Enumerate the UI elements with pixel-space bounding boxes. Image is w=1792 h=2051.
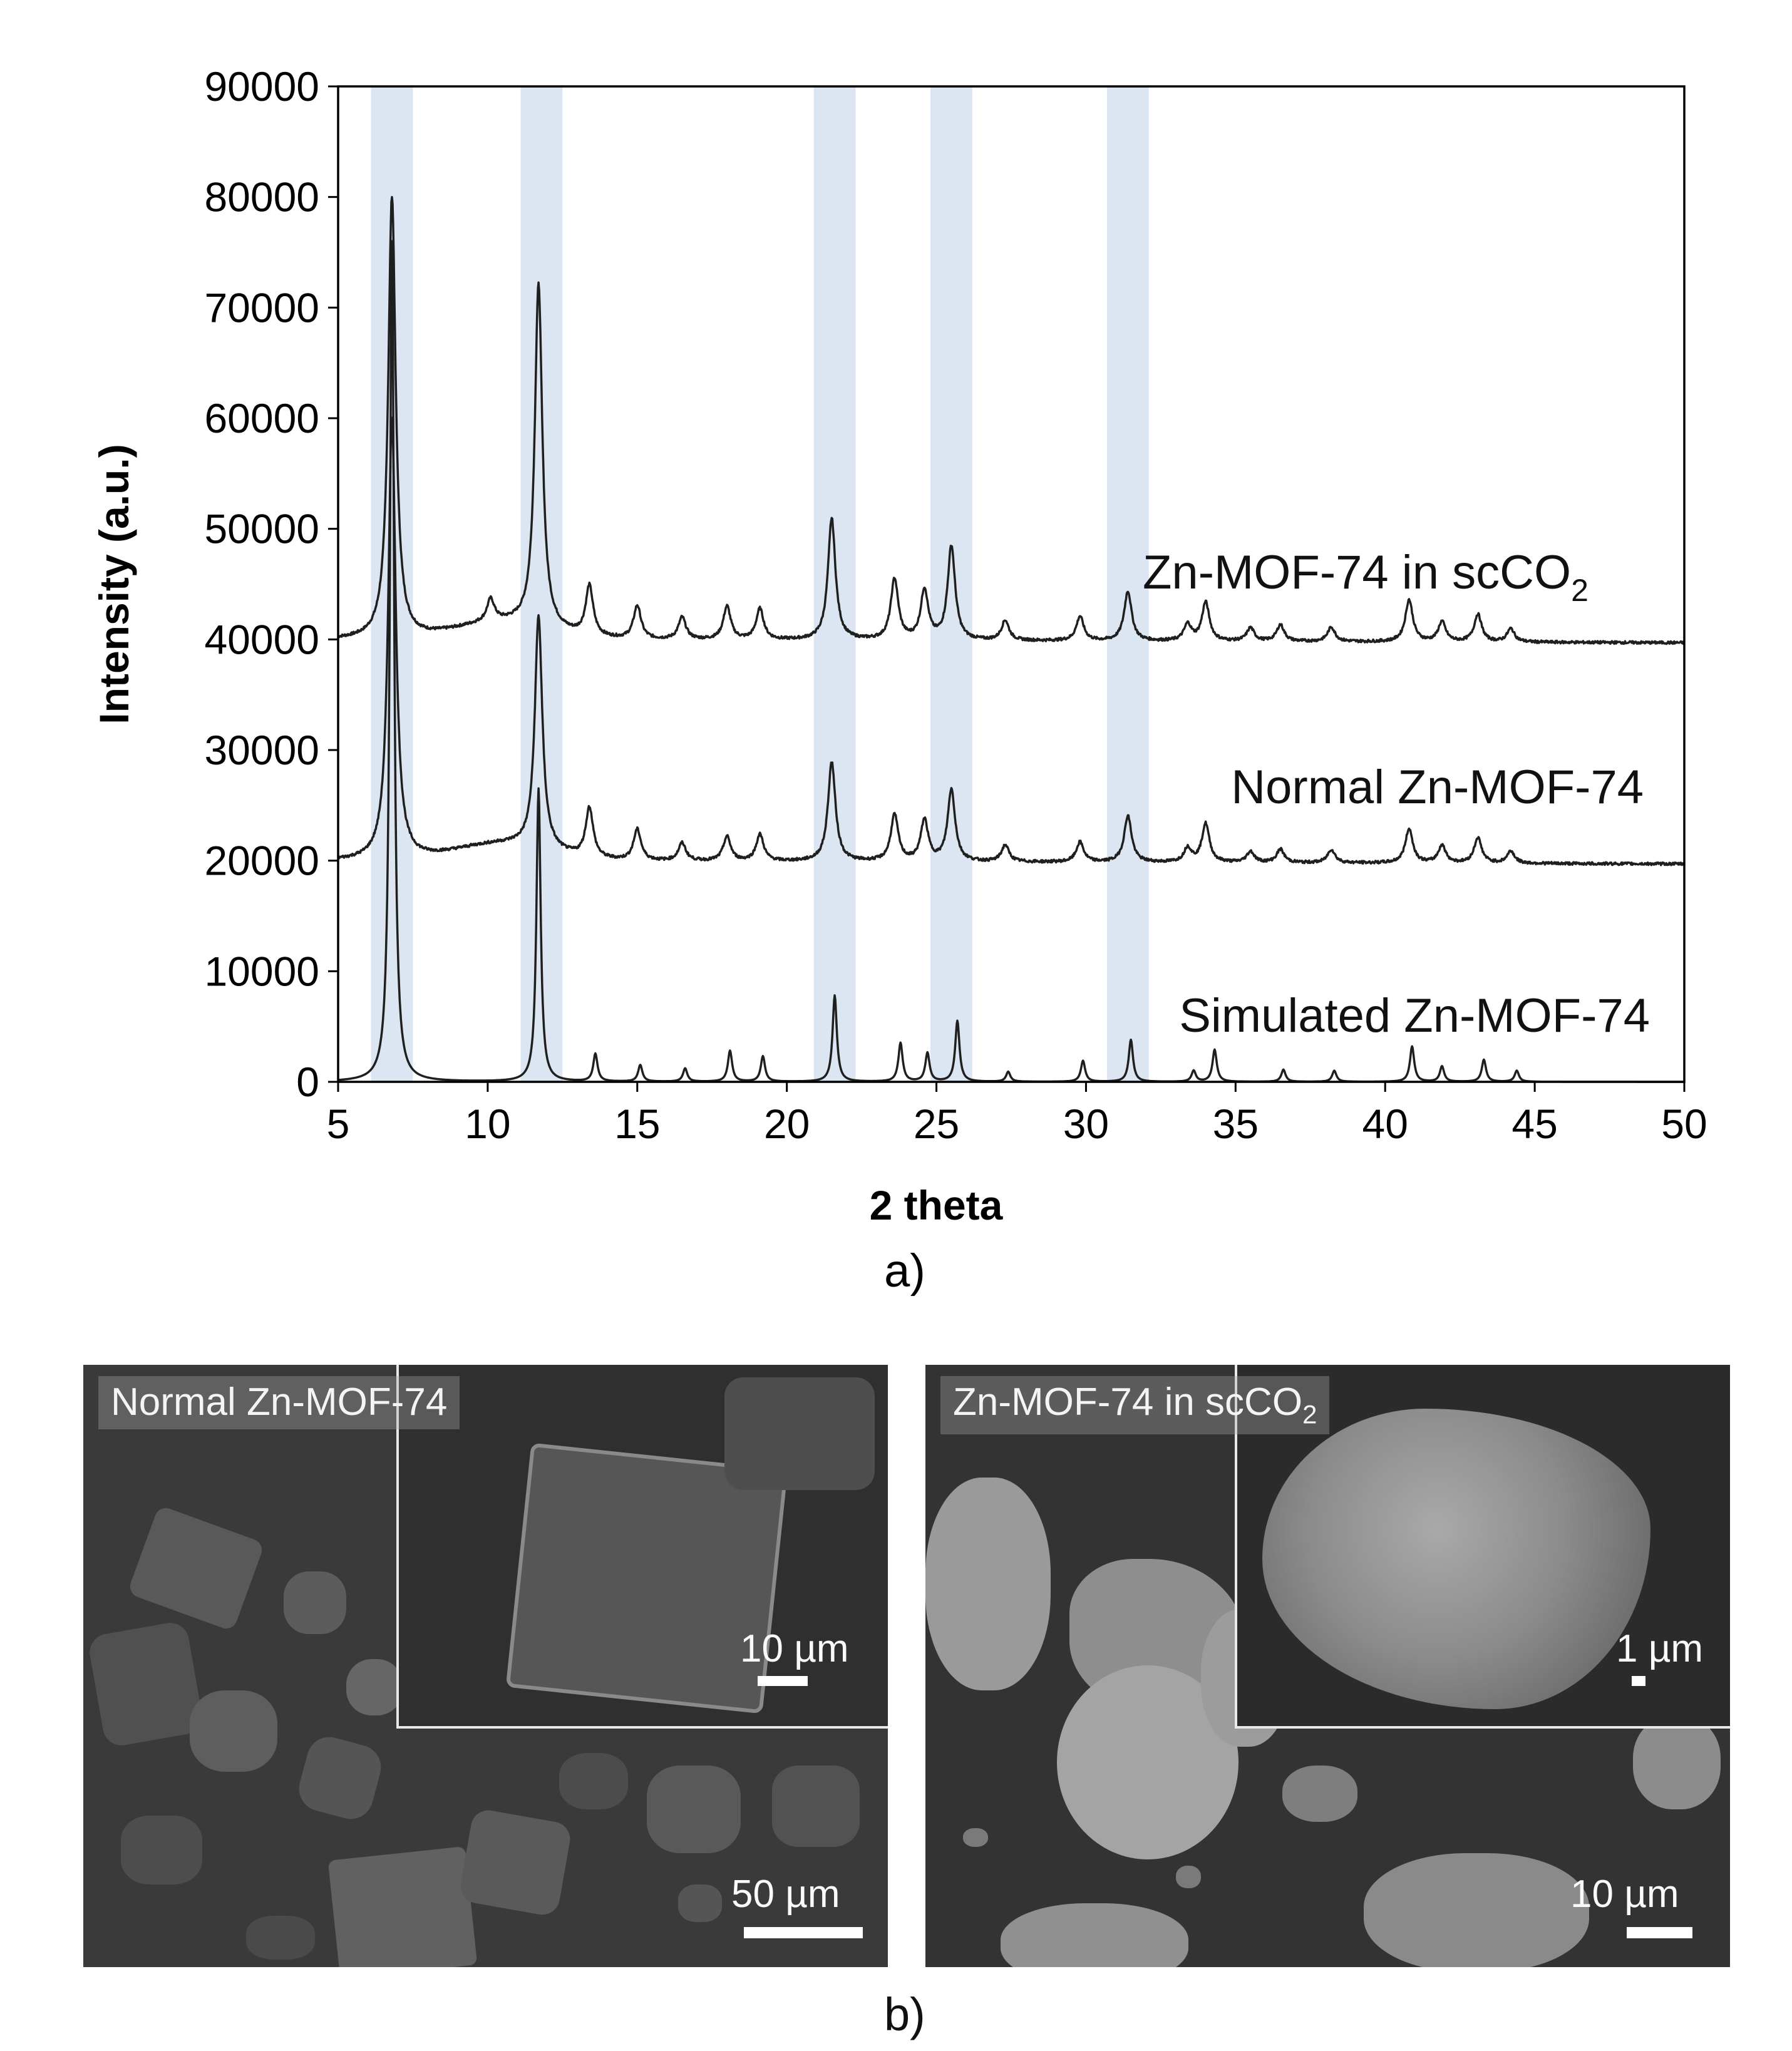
y-tick-label-60000: 60000 [204, 395, 319, 441]
y-tick-label-90000: 90000 [204, 63, 319, 110]
y-tick-label-80000: 80000 [204, 174, 319, 220]
sem-particle-normal-8 [559, 1753, 628, 1809]
y-tick-label-20000: 20000 [204, 838, 319, 884]
inset-crystal-normal-2 [724, 1377, 875, 1490]
highlight-band-2 [813, 86, 856, 1082]
x-tick-label-15: 15 [614, 1101, 660, 1147]
y-tick-label-70000: 70000 [204, 284, 319, 331]
sem-particle-scco2-6 [1001, 1903, 1188, 1967]
y-tick-label-50000: 50000 [204, 506, 319, 552]
inset-scale-label-scco2: 1 µm [1616, 1627, 1704, 1670]
sem-particle-normal-0 [126, 1504, 265, 1632]
inset-scale-bar-scco2 [1632, 1676, 1645, 1686]
inset-scale-bar-normal [758, 1676, 808, 1686]
x-tick-label-50: 50 [1661, 1101, 1707, 1147]
sem-particle-normal-2 [190, 1690, 277, 1772]
sem-particle-normal-1 [86, 1620, 205, 1749]
plot-frame [337, 85, 1686, 1083]
x-tick-label-30: 30 [1063, 1101, 1109, 1147]
y-tick-label-0: 0 [296, 1059, 319, 1105]
y-tick-label-30000: 30000 [204, 727, 319, 773]
series-line-1 [337, 416, 1686, 866]
inset-agglomerate-scco2 [1262, 1409, 1650, 1709]
sem-particle-normal-6 [327, 1846, 478, 1967]
sem-particle-scco2-9 [963, 1828, 988, 1847]
sem-particle-scco2-7 [1633, 1715, 1721, 1809]
sem-image-normal: 10 µm Normal Zn-MOF-74 50 µm [83, 1365, 888, 1967]
x-tick-label-25: 25 [914, 1101, 959, 1147]
x-axis-label: 2 theta [870, 1182, 1004, 1228]
x-tick-label-10: 10 [465, 1101, 510, 1147]
x-tick-label-45: 45 [1511, 1101, 1557, 1147]
highlight-band-0 [371, 86, 413, 1082]
sem-particle-scco2-10 [1176, 1866, 1201, 1888]
highlight-bands [371, 86, 1149, 1082]
inset-scale-label-normal: 10 µm [740, 1627, 849, 1670]
panel-b-label: b) [884, 1988, 925, 2040]
sem-particle-normal-5 [121, 1816, 202, 1884]
sem-inset-scco2: 1 µm [1235, 1365, 1730, 1729]
sem-particle-normal-10 [772, 1766, 860, 1847]
sem-particle-normal-13 [284, 1571, 346, 1634]
series-label-simulated: Simulated Zn-MOF-74 [1179, 989, 1650, 1042]
scale-label-scco2: 10 µm [1570, 1873, 1679, 1916]
sem-particle-scco2-0 [925, 1478, 1051, 1690]
sem-inset-normal: 10 µm [396, 1365, 888, 1729]
sem-image-scco2: 1 µm Zn-MOF-74 in scCO2 10 µm [925, 1365, 1730, 1967]
panel-a-label: a) [884, 1245, 925, 1296]
series-label-scco2: Zn-MOF-74 in scCO2 [1143, 546, 1589, 608]
sem-particle-normal-11 [246, 1916, 315, 1960]
sem-particle-scco2-5 [1364, 1853, 1589, 1967]
scale-bar-scco2 [1627, 1927, 1692, 1938]
x-tick-label-35: 35 [1213, 1101, 1259, 1147]
sem-particle-normal-7 [458, 1807, 573, 1918]
x-tick-label-5: 5 [327, 1101, 350, 1147]
xrd-chart: 5 10 15 20 25 30 35 40 45 50 0 10000 20000 30000 4000… [91, 63, 1707, 1296]
y-axis-ticks: 0 10000 20000 30000 40000 50000 60000 70000 8000… [204, 63, 338, 1105]
x-tick-label-40: 40 [1362, 1101, 1408, 1147]
sem-particle-scco2-4 [1282, 1766, 1357, 1822]
sem-title-normal: Normal Zn-MOF-74 [98, 1376, 460, 1429]
highlight-band-3 [930, 86, 972, 1082]
series-line-0 [337, 196, 1686, 645]
scale-label-normal: 50 µm [731, 1873, 840, 1916]
y-tick-label-10000: 10000 [204, 948, 319, 994]
y-tick-label-40000: 40000 [204, 616, 319, 662]
series-label-normal: Normal Zn-MOF-74 [1231, 761, 1644, 814]
y-axis-label: Intensity (a.u.) [91, 444, 137, 724]
highlight-band-4 [1106, 86, 1149, 1082]
sem-title-scco2: Zn-MOF-74 in scCO2 [940, 1376, 1330, 1435]
sem-particle-normal-12 [678, 1884, 722, 1922]
x-tick-label-20: 20 [764, 1101, 810, 1147]
sem-particle-normal-3 [294, 1732, 386, 1824]
sem-particle-normal-4 [346, 1659, 403, 1715]
scale-bar-normal [744, 1927, 863, 1938]
x-axis-ticks: 5 10 15 20 25 30 35 40 45 50 [327, 1082, 1707, 1147]
sem-particle-normal-9 [647, 1766, 741, 1853]
